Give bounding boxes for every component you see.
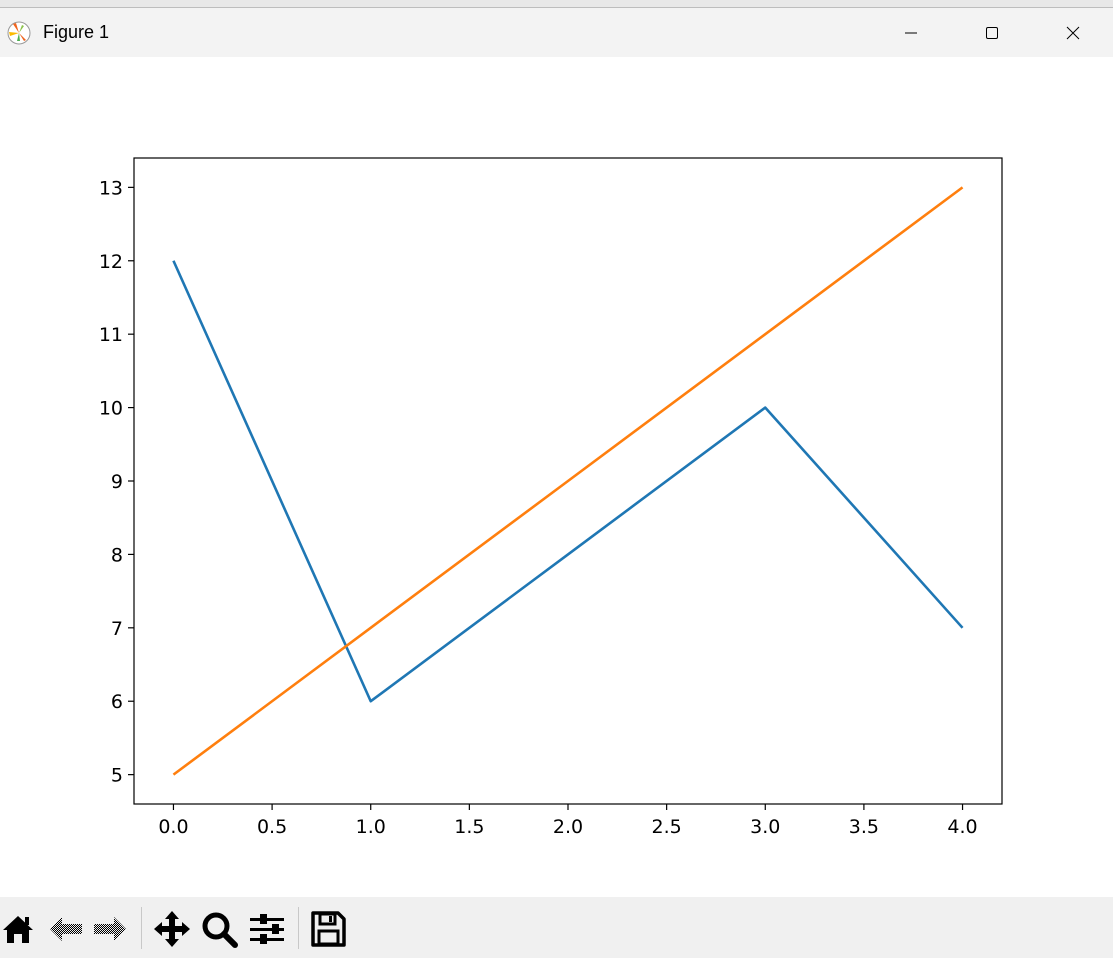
configure-subplots-icon[interactable] <box>248 909 288 949</box>
forward-icon[interactable] <box>90 909 130 949</box>
matplotlib-logo-icon <box>7 21 31 45</box>
window-title: Figure 1 <box>43 22 110 42</box>
x-tick-label: 0.5 <box>257 816 287 838</box>
x-tick-label: 3.0 <box>750 816 780 838</box>
pan-icon[interactable] <box>152 909 192 949</box>
y-tick-label: 10 <box>99 398 123 420</box>
x-tick-label: 2.0 <box>553 816 583 838</box>
series-line-0 <box>172 260 964 703</box>
home-icon[interactable] <box>0 909 40 949</box>
series-line-1 <box>172 186 964 776</box>
x-tick-label: 1.0 <box>356 816 386 838</box>
y-tick-label: 12 <box>99 251 123 273</box>
line-chart: 0.0 0.5 1.0 1.5 2.0 2.5 3.0 3.5 4.0 5 6 7 8 9 10 11 12 13 <box>99 157 1003 838</box>
close-button[interactable] <box>1033 8 1113 57</box>
y-tick-label: 8 <box>111 544 123 566</box>
navigation-toolbar <box>0 897 1113 958</box>
save-icon[interactable] <box>308 909 348 949</box>
x-tick-label: 4.0 <box>947 816 977 838</box>
y-tick-label: 5 <box>111 765 123 787</box>
minimize-button[interactable] <box>871 8 951 57</box>
y-tick-label: 9 <box>111 471 123 493</box>
x-tick-label: 1.5 <box>454 816 484 838</box>
y-tick-label: 11 <box>99 324 123 346</box>
back-icon[interactable] <box>46 909 86 949</box>
figure-canvas[interactable]: 0.0 0.5 1.0 1.5 2.0 2.5 3.0 3.5 4.0 5 6 7 8 9 10 11 12 13 <box>0 57 1113 897</box>
y-tick-label: 6 <box>111 691 123 713</box>
x-tick-label: 0.0 <box>158 816 188 838</box>
toolbar-separator <box>141 907 142 949</box>
minimize-icon <box>905 32 917 33</box>
zoom-icon[interactable] <box>200 909 240 949</box>
y-tick-label: 7 <box>111 618 123 640</box>
background-window-edge <box>0 0 1113 8</box>
close-icon <box>1066 26 1080 39</box>
toolbar-separator <box>298 907 299 949</box>
x-tick-label: 2.5 <box>652 816 682 838</box>
title-bar: Figure 1 <box>0 8 1113 57</box>
y-tick-label: 13 <box>99 177 123 199</box>
maximize-icon <box>986 26 998 39</box>
maximize-button[interactable] <box>952 8 1032 57</box>
x-tick-label: 3.5 <box>849 816 879 838</box>
